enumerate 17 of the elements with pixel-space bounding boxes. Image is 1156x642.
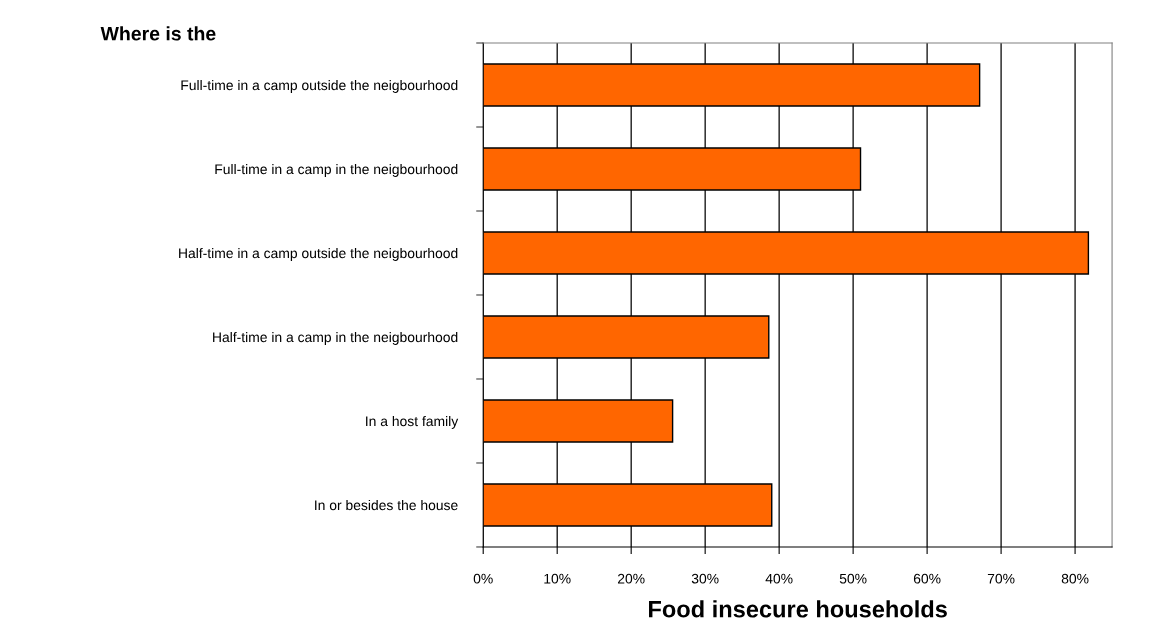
y-tick-label: Half-time in a camp in the neigbourhood <box>213 331 458 345</box>
text: Where is the <box>100 26 216 41</box>
x-tick-label: 20% <box>617 573 645 584</box>
x-tick-label: 30% <box>691 573 719 584</box>
x-tick-label: 0% <box>473 573 493 584</box>
x-tick-label: 50% <box>839 573 867 584</box>
y-tick-label: Half-time in a camp outside the neigbourhood <box>179 247 458 261</box>
x-tick-label: 70% <box>987 573 1015 584</box>
y-tick-label: In a host family <box>366 415 459 429</box>
y-tick-label: Full-time in a camp in the neigbourhood <box>215 163 458 177</box>
y-tick-label: In or besides the house <box>315 499 458 511</box>
x-tick-label: 60% <box>913 573 941 584</box>
y-tick-label: Full-time in a camp outside the neigbourhood <box>181 79 458 93</box>
x-axis-title: Food insecure households <box>649 600 947 618</box>
x-tick-label: 40% <box>765 573 793 584</box>
x-tick-label: 80% <box>1061 573 1089 584</box>
x-tick-label: 10% <box>544 573 571 584</box>
